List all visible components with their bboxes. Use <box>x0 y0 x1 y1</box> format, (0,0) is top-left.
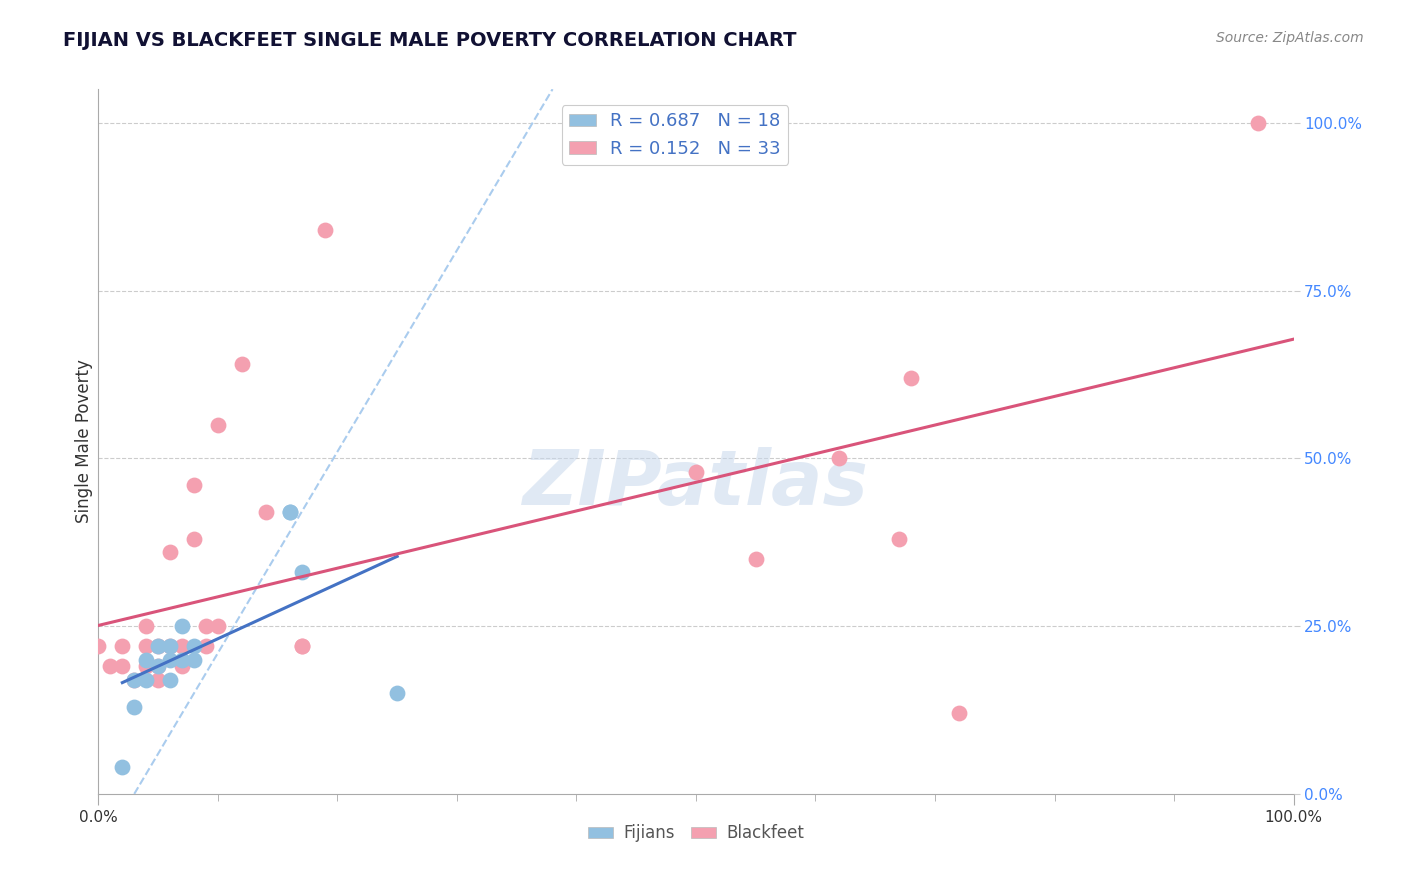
Point <box>111 659 134 673</box>
Point <box>87 639 110 653</box>
Point <box>172 639 194 653</box>
Text: FIJIAN VS BLACKFEET SINGLE MALE POVERTY CORRELATION CHART: FIJIAN VS BLACKFEET SINGLE MALE POVERTY … <box>63 31 797 50</box>
Point <box>135 639 157 653</box>
Point <box>124 699 146 714</box>
Point <box>207 619 229 633</box>
Point <box>183 478 205 492</box>
Point <box>159 639 181 653</box>
Point <box>231 357 253 371</box>
Point <box>183 653 205 667</box>
Point <box>172 619 194 633</box>
Point <box>111 760 134 774</box>
Point <box>278 505 301 519</box>
Point <box>745 552 768 566</box>
Point <box>900 371 922 385</box>
Point <box>159 545 181 559</box>
Point <box>135 619 157 633</box>
Point <box>135 673 157 687</box>
Point <box>124 673 146 687</box>
Point <box>385 686 409 700</box>
Point <box>148 673 170 687</box>
Point <box>291 639 314 653</box>
Point <box>948 706 970 721</box>
Point <box>124 673 146 687</box>
Point <box>291 639 314 653</box>
Point <box>195 639 218 653</box>
Text: Source: ZipAtlas.com: Source: ZipAtlas.com <box>1216 31 1364 45</box>
Point <box>254 505 277 519</box>
Point <box>135 659 157 673</box>
Point <box>172 653 194 667</box>
Legend: Fijians, Blackfeet: Fijians, Blackfeet <box>581 818 811 849</box>
Point <box>685 465 707 479</box>
Text: ZIPatlas: ZIPatlas <box>523 447 869 521</box>
Point <box>98 659 122 673</box>
Point <box>148 659 170 673</box>
Point <box>828 451 851 466</box>
Y-axis label: Single Male Poverty: Single Male Poverty <box>75 359 93 524</box>
Point <box>111 639 134 653</box>
Point <box>315 223 337 237</box>
Point <box>159 639 181 653</box>
Point <box>159 673 181 687</box>
Point <box>291 566 314 580</box>
Point <box>207 417 229 432</box>
Point <box>172 659 194 673</box>
Point <box>183 639 205 653</box>
Point <box>159 653 181 667</box>
Point <box>148 659 170 673</box>
Point <box>195 619 218 633</box>
Point <box>135 653 157 667</box>
Point <box>1247 116 1270 130</box>
Point <box>889 532 911 546</box>
Point <box>183 532 205 546</box>
Point <box>278 505 301 519</box>
Point <box>148 639 170 653</box>
Point <box>148 639 170 653</box>
